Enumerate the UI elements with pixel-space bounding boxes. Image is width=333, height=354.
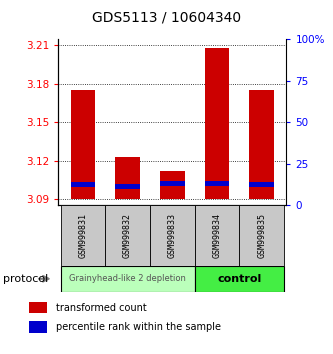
Bar [115, 184, 140, 189]
Text: GSM999834: GSM999834 [212, 213, 221, 258]
Bar [71, 182, 95, 187]
Bar [150, 205, 195, 266]
Text: GSM999832: GSM999832 [123, 213, 132, 258]
Bar [61, 205, 105, 266]
Bar [249, 90, 274, 199]
Bar [239, 205, 284, 266]
Text: GSM999831: GSM999831 [78, 213, 87, 258]
Text: Grainyhead-like 2 depletion: Grainyhead-like 2 depletion [69, 274, 186, 283]
Text: GSM999833: GSM999833 [168, 213, 177, 258]
Bar [160, 171, 184, 199]
Bar [29, 302, 47, 313]
Bar [115, 157, 140, 199]
Bar [205, 181, 229, 186]
Bar [105, 205, 150, 266]
Bar [205, 48, 229, 199]
Bar [61, 266, 195, 292]
Text: control: control [217, 274, 261, 284]
Bar [249, 182, 274, 187]
Bar [29, 321, 47, 333]
Text: transformed count: transformed count [56, 303, 147, 313]
Bar [160, 181, 184, 186]
Bar [71, 90, 95, 199]
Bar [195, 266, 284, 292]
Text: percentile rank within the sample: percentile rank within the sample [56, 322, 221, 332]
Bar [195, 205, 239, 266]
Text: protocol: protocol [3, 274, 49, 284]
Text: GDS5113 / 10604340: GDS5113 / 10604340 [92, 11, 241, 25]
Text: GSM999835: GSM999835 [257, 213, 266, 258]
